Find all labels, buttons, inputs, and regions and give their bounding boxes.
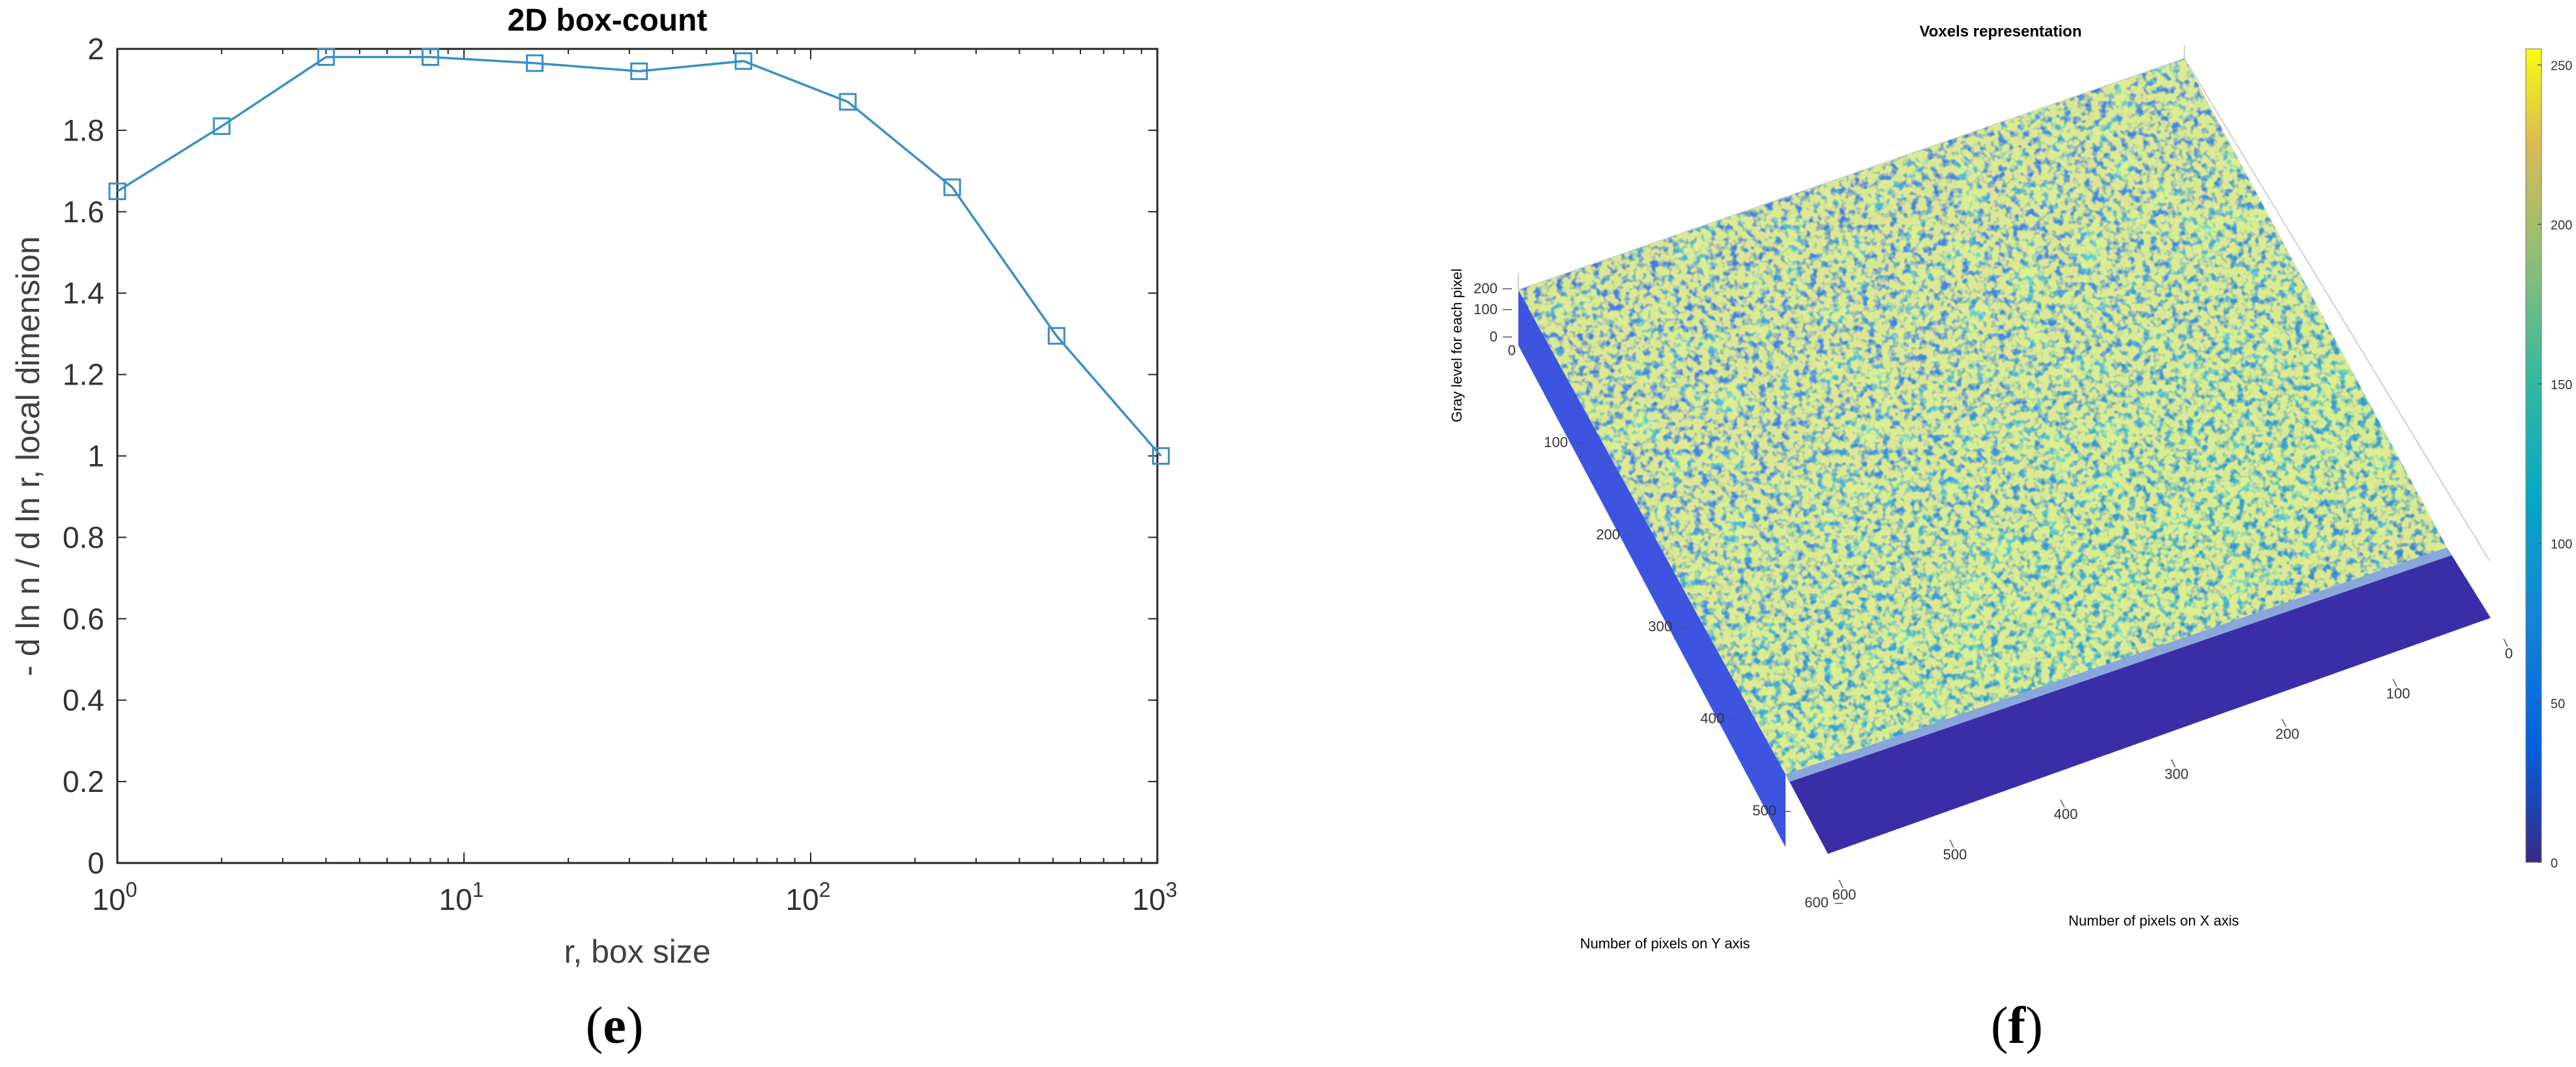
panel-label-e: (e) bbox=[586, 997, 644, 1055]
data-point bbox=[1151, 447, 1170, 465]
x-axis-label: r, box size bbox=[564, 933, 710, 970]
surface-peaks bbox=[1518, 59, 2447, 774]
chart-title: 2D box-count bbox=[508, 3, 708, 38]
y-axis: 0 0.2 0.4 0.6 0.8 1 1.2 1.4 1.6 1.8 2 bbox=[63, 32, 1157, 880]
x-tick-label: 102 bbox=[786, 878, 831, 916]
y-tick-label: 200 bbox=[1596, 526, 1620, 542]
x-tick bbox=[2060, 799, 2065, 808]
colorbar-tick-label: 150 bbox=[2551, 378, 2572, 392]
x-tick bbox=[1949, 839, 1954, 848]
surface-title: Voxels representation bbox=[1920, 23, 2082, 40]
colorbar-tick-label: 250 bbox=[2551, 59, 2572, 73]
data-point bbox=[212, 117, 231, 136]
x-tick bbox=[1838, 879, 1844, 888]
x-tick-label: 100 bbox=[2386, 686, 2410, 702]
data-point bbox=[734, 52, 753, 70]
surface-side-wall bbox=[1518, 290, 1786, 847]
z-axis: 0 100 200 bbox=[1473, 280, 1512, 345]
x-tick-label: 200 bbox=[2276, 725, 2300, 742]
y-tick-label: 1.8 bbox=[63, 113, 104, 147]
colorbar bbox=[2525, 48, 2542, 863]
y-tick-label: 0 bbox=[87, 846, 104, 880]
y-tick-label: 1.4 bbox=[63, 276, 104, 310]
data-point bbox=[630, 62, 648, 80]
y-tick-label: 300 bbox=[1648, 619, 1672, 635]
x-tick-label: 0 bbox=[2505, 645, 2513, 662]
data-point bbox=[1047, 327, 1065, 345]
x-tick-label: 300 bbox=[2165, 766, 2189, 782]
x-axis: 0 100 200 300 400 500 600 bbox=[1832, 638, 2513, 903]
y-tick-label: 0.4 bbox=[63, 683, 104, 717]
box-count-chart: 2D box-count 0 0.2 0.4 0.6 0.8 1 1.2 1.4 1.6 1.8 2… bbox=[10, 3, 1177, 970]
series-markers bbox=[108, 48, 1170, 465]
surface-front-edge bbox=[1786, 548, 2452, 782]
y-tick-label: 400 bbox=[1700, 710, 1724, 727]
data-point bbox=[526, 54, 544, 72]
y-tick-label: 0.6 bbox=[63, 602, 104, 636]
y-tick-label: 0.2 bbox=[63, 765, 104, 798]
x-tick-label: 101 bbox=[439, 878, 484, 916]
x-tick-label: 103 bbox=[1133, 878, 1178, 916]
colorbar-tick-label: 200 bbox=[2551, 218, 2572, 233]
z-axis-label: Gray level for each pixel bbox=[1449, 269, 1465, 422]
y-axis: 0 100 200 300 400 500 600 bbox=[1508, 342, 1843, 911]
y-axis-label: - d ln n / d ln r, local dimension bbox=[10, 236, 46, 676]
data-point bbox=[317, 48, 335, 66]
x-axis: 100 101 102 103 bbox=[93, 49, 1178, 916]
x-axis-label: Number of pixels on X axis bbox=[2068, 913, 2239, 929]
colorbar-tick-label: 50 bbox=[2551, 697, 2565, 711]
y-tick-label: 1.6 bbox=[63, 195, 104, 229]
colorbar-ticks: 0 50 100 150 200 250 bbox=[2538, 59, 2572, 871]
y-tick-label: 1.2 bbox=[63, 358, 104, 392]
y-axis-label: Number of pixels on Y axis bbox=[1580, 935, 1750, 952]
y-tick-label: 1 bbox=[87, 439, 104, 473]
y-tick-label: 0.8 bbox=[63, 520, 104, 554]
x-tick bbox=[2281, 718, 2287, 727]
y-tick-label: 0 bbox=[1508, 342, 1516, 358]
colorbar-tick-label: 0 bbox=[2551, 856, 2558, 871]
y-tick-label: 100 bbox=[1544, 434, 1568, 450]
panel-label-f: (f) bbox=[1991, 997, 2043, 1055]
x-tick-label: 500 bbox=[1943, 846, 1967, 862]
z-tick-label: 100 bbox=[1473, 301, 1498, 317]
plot-area bbox=[116, 48, 1159, 864]
x-tick bbox=[2392, 679, 2397, 688]
x-tick bbox=[2171, 759, 2176, 768]
y-tick-label: 600 bbox=[1804, 894, 1829, 911]
z-tick-label: 0 bbox=[1490, 329, 1498, 345]
colorbar-tick-label: 100 bbox=[2551, 538, 2572, 552]
z-tick-label: 200 bbox=[1473, 280, 1498, 297]
surface-floor bbox=[1786, 548, 2491, 854]
data-point bbox=[421, 48, 439, 66]
voxels-surface-chart: Voxels representation 0 100 200 0 100 200 300… bbox=[1449, 23, 2572, 952]
data-point bbox=[943, 178, 961, 196]
data-point bbox=[839, 93, 857, 111]
y-tick-label: 2 bbox=[87, 32, 104, 66]
series-line bbox=[117, 55, 1162, 457]
y-tick-label: 500 bbox=[1752, 802, 1776, 819]
x-tick bbox=[2503, 638, 2508, 647]
x-tick-label: 400 bbox=[2054, 806, 2078, 823]
data-point bbox=[108, 183, 126, 201]
x-tick-label: 600 bbox=[1832, 886, 1857, 903]
x-tick-label: 100 bbox=[93, 878, 137, 916]
